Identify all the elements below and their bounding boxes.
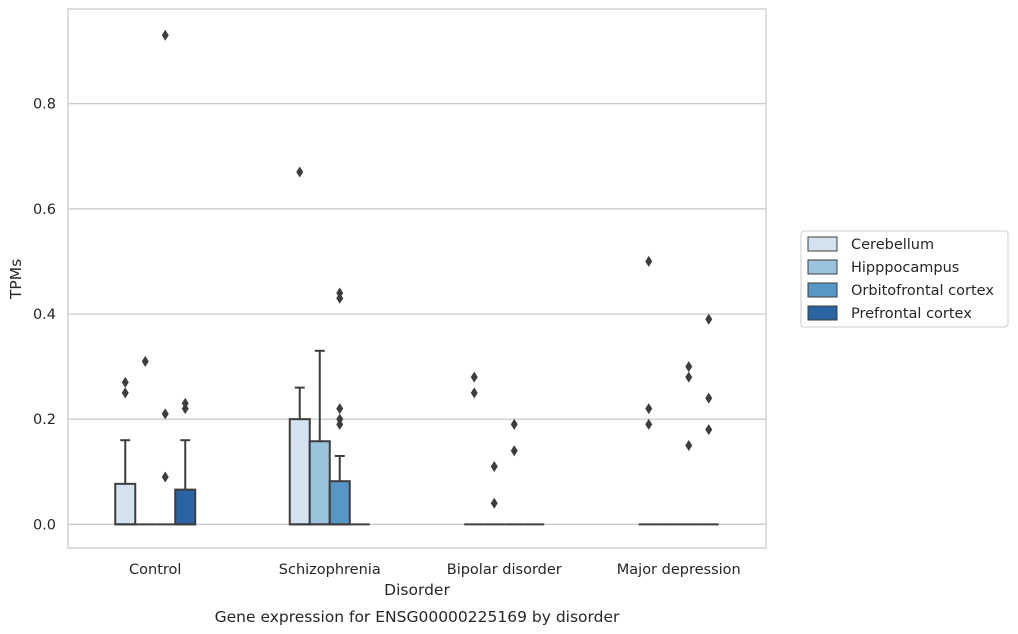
y-tick-labels: 0.0 0.2 0.4 0.6 0.8 <box>33 97 56 534</box>
outlier-point <box>645 255 653 267</box>
outlier-point <box>161 408 169 420</box>
y-tick-label: 0.0 <box>33 517 56 533</box>
outlier-point <box>490 497 498 509</box>
legend-label: Hipppocampus <box>851 260 959 276</box>
outlier-point <box>336 418 344 430</box>
outlier-point <box>121 376 129 388</box>
outlier-point <box>510 418 518 430</box>
x-tick-label: Major depression <box>617 562 741 578</box>
legend-item: Cerebellum <box>807 236 934 253</box>
legend-label: Cerebellum <box>851 237 934 253</box>
x-tick-labels: Control Schizophrenia Bipolar disorder Majo… <box>129 562 741 578</box>
outlier-point <box>181 403 189 415</box>
outlier-point <box>470 371 478 383</box>
x-tick-label: Schizophrenia <box>279 562 381 578</box>
outlier-point <box>705 392 713 404</box>
outlier-point <box>490 460 498 472</box>
outlier-point <box>645 418 653 430</box>
box-body <box>174 488 197 526</box>
outlier-point <box>705 424 713 436</box>
box-hipppocampus <box>484 460 505 526</box>
plot-frame <box>67 8 767 549</box>
legend-label: Prefrontal cortex <box>851 306 972 322</box>
legend-item: Prefrontal cortex <box>807 305 972 322</box>
legend-label: Orbitofrontal cortex <box>851 283 994 299</box>
legend-item: Orbitofrontal cortex <box>807 282 994 299</box>
box-prefrontal-cortex <box>174 397 197 526</box>
box-hipppocampus <box>135 355 156 526</box>
box-prefrontal-cortex <box>698 313 719 526</box>
outlier-point <box>685 439 693 451</box>
y-tick-label: 0.2 <box>33 412 56 428</box>
y-axis-label: TPMs <box>7 259 25 300</box>
y-tick-label: 0.4 <box>33 307 56 323</box>
box-orbitofrontal-cortex <box>678 361 699 526</box>
legend-item: Hipppocampus <box>807 259 959 276</box>
box-orbitofrontal-cortex <box>155 29 176 526</box>
box-cerebellum <box>114 376 137 526</box>
box-hipppocampus <box>308 349 331 526</box>
legend-frame <box>800 230 1009 328</box>
outlier-point <box>470 387 478 399</box>
box-body <box>308 440 331 526</box>
outlier-point <box>336 403 344 415</box>
legend: Cerebellum Hipppocampus Orbitofrontal cort… <box>800 230 1009 328</box>
chart-title: Gene expression for ENSG00000225169 by d… <box>215 608 620 626</box>
outlier-point <box>161 29 169 41</box>
legend-swatch <box>807 259 838 275</box>
box-body <box>328 480 351 526</box>
outlier-point <box>645 403 653 415</box>
x-axis-label: Disorder <box>384 581 450 599</box>
box-body <box>114 482 137 526</box>
box-body <box>288 418 311 526</box>
box-orbitofrontal-cortex <box>504 418 525 526</box>
outlier-point <box>161 471 169 483</box>
outlier-point <box>705 313 713 325</box>
outlier-point <box>296 166 304 178</box>
legend-swatch <box>807 305 838 321</box>
outlier-point <box>121 387 129 399</box>
outlier-point <box>510 445 518 457</box>
outlier-point <box>685 361 693 373</box>
y-tick-label: 0.6 <box>33 202 56 218</box>
legend-swatch <box>807 236 838 252</box>
outlier-point <box>141 355 149 367</box>
outlier-point <box>336 292 344 304</box>
box-cerebellum <box>638 255 659 526</box>
x-tick-label: Control <box>129 562 181 578</box>
boxes <box>114 29 719 526</box>
y-tick-label: 0.8 <box>33 97 56 113</box>
outlier-point <box>685 371 693 383</box>
legend-swatch <box>807 282 838 298</box>
x-tick-label: Bipolar disorder <box>447 562 562 578</box>
box-cerebellum <box>464 371 485 526</box>
box-orbitofrontal-cortex <box>328 287 351 526</box>
